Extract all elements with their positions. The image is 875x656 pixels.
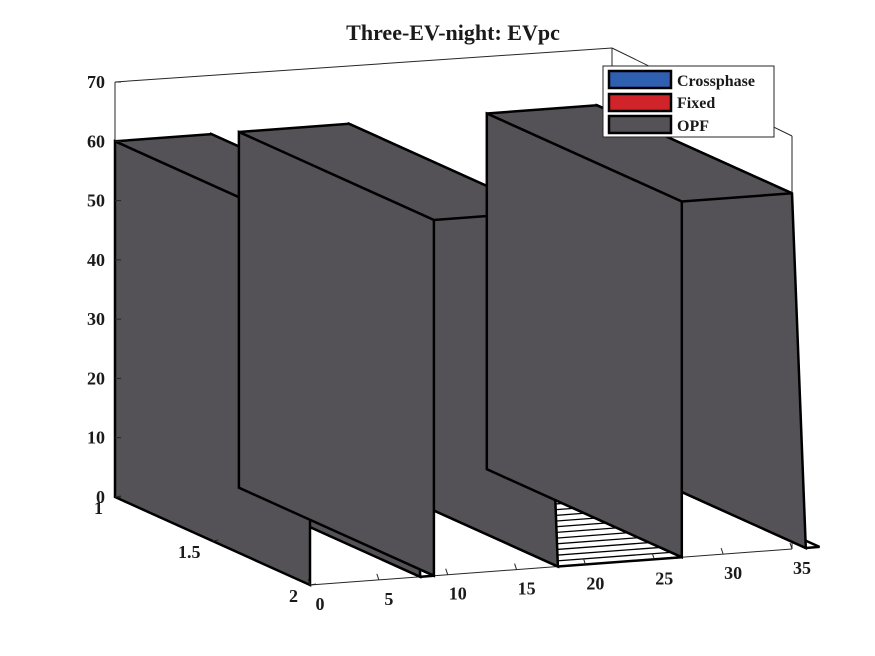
y-tick-mark — [212, 539, 219, 542]
legend-label-fixed: Fixed — [677, 95, 715, 112]
x-tick-mark — [376, 573, 380, 581]
legend-swatch-fixed — [607, 92, 673, 113]
x-tick-label: 0 — [316, 594, 325, 614]
z-tick-label: 20 — [87, 368, 105, 388]
opf-ridge — [485, 103, 808, 560]
x-tick-mark — [445, 568, 449, 575]
x-tick-mark — [651, 553, 655, 560]
legend-swatch-opf — [607, 114, 673, 135]
legend: Crossphase Fixed OPF — [602, 65, 775, 138]
legend-label-crossphase: Crossphase — [677, 73, 755, 90]
y-tick-mark — [114, 495, 122, 498]
z-tick-label: 30 — [87, 309, 105, 329]
x-tick-label: 10 — [449, 584, 467, 604]
x-tick-mark — [582, 558, 586, 565]
x-tick-mark — [720, 547, 724, 555]
x-tick-mark — [789, 542, 793, 550]
ridge-front-face — [485, 111, 684, 560]
legend-label-opf: OPF — [677, 118, 709, 135]
x-tick-label: 5 — [384, 589, 393, 609]
x-axis-line — [309, 548, 793, 586]
x-tick-label: 30 — [724, 563, 742, 583]
x-tick-mark — [307, 578, 311, 586]
legend-swatch-crossphase — [607, 69, 673, 90]
z-tick-label: 60 — [87, 131, 105, 151]
y-tick-mark — [309, 583, 317, 586]
floor-hatch-line — [805, 546, 820, 549]
x-tick-label: 25 — [655, 568, 673, 588]
y-tick-label: 2 — [289, 586, 298, 606]
z-tick-label: 0 — [96, 487, 105, 507]
y-tick-label: 1.5 — [178, 542, 201, 562]
surface-plot — [113, 103, 821, 587]
floor-hatch-line — [547, 551, 672, 563]
x-tick-label: 15 — [518, 579, 536, 599]
x-tick-mark — [514, 563, 518, 570]
y-tick-label: 1 — [94, 498, 103, 518]
z-tick-label: 70 — [87, 72, 105, 92]
z-tick-label: 10 — [87, 428, 105, 448]
ridge-front-face — [237, 130, 436, 578]
x-tick-label: 35 — [793, 558, 811, 578]
x-tick-label: 20 — [586, 573, 604, 593]
chart-title: Three-EV-night: EVpc — [346, 20, 560, 45]
floor-hatch-line — [557, 556, 682, 568]
z-tick-label: 40 — [87, 250, 105, 270]
z-tick-label: 50 — [87, 191, 105, 211]
